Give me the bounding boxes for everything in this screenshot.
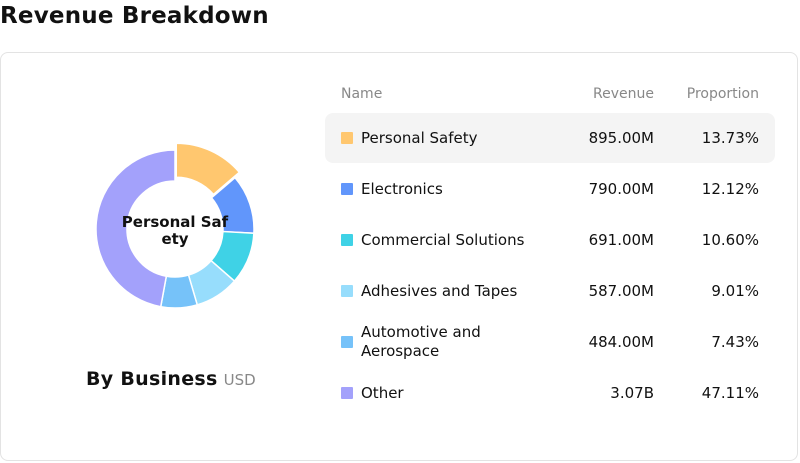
- row-revenue: 691.00M: [588, 231, 654, 249]
- row-name: Other: [361, 383, 404, 402]
- row-name: Commercial Solutions: [361, 230, 525, 249]
- row-name: Automotive and Aerospace: [361, 323, 481, 360]
- table-row[interactable]: Personal Safety 895.00M 13.73%: [325, 113, 775, 163]
- row-name: Adhesives and Tapes: [361, 281, 518, 300]
- donut-slice-personal-safety[interactable]: [175, 143, 241, 196]
- row-proportion: 47.11%: [701, 384, 759, 402]
- row-revenue: 3.07B: [610, 384, 654, 402]
- row-revenue: 895.00M: [588, 129, 654, 147]
- header-revenue: Revenue: [593, 86, 654, 102]
- header-name: Name: [341, 86, 383, 102]
- chart-subtitle: By Business USD: [86, 368, 256, 390]
- row-proportion: 7.43%: [711, 333, 759, 351]
- donut-center-label: Personal Safety: [121, 213, 229, 248]
- table-row[interactable]: Other 3.07B 47.11%: [325, 368, 775, 418]
- table-row[interactable]: Automotive and Aerospace 484.00M 7.43%: [325, 317, 775, 367]
- table-row[interactable]: Commercial Solutions 691.00M 10.60%: [325, 215, 775, 265]
- page-title: Revenue Breakdown: [0, 3, 269, 29]
- chart-subtitle-text: By Business: [86, 368, 218, 390]
- row-proportion: 13.73%: [701, 129, 759, 147]
- donut-chart: [92, 143, 258, 315]
- legend-swatch: [341, 132, 353, 144]
- table-row[interactable]: Adhesives and Tapes 587.00M 9.01%: [325, 266, 775, 316]
- table-header: Name Revenue Proportion: [325, 84, 775, 106]
- breakdown-table: Name Revenue Proportion Personal Safety 8…: [325, 84, 775, 402]
- row-proportion: 12.12%: [701, 180, 759, 198]
- row-name: Electronics: [361, 179, 443, 198]
- legend-swatch: [341, 336, 353, 348]
- row-proportion: 9.01%: [711, 282, 759, 300]
- legend-swatch: [341, 183, 353, 195]
- row-revenue: 484.00M: [588, 333, 654, 351]
- unit-label: USD: [223, 371, 256, 389]
- row-name: Personal Safety: [361, 128, 478, 147]
- legend-swatch: [341, 234, 353, 246]
- table-row[interactable]: Electronics 790.00M 12.12%: [325, 164, 775, 214]
- legend-swatch: [341, 387, 353, 399]
- donut-svg: [95, 143, 255, 309]
- row-proportion: 10.60%: [701, 231, 759, 249]
- donut-slice-other[interactable]: [95, 149, 176, 308]
- row-revenue: 587.00M: [588, 282, 654, 300]
- header-proportion: Proportion: [686, 86, 759, 102]
- row-revenue: 790.00M: [588, 180, 654, 198]
- legend-swatch: [341, 285, 353, 297]
